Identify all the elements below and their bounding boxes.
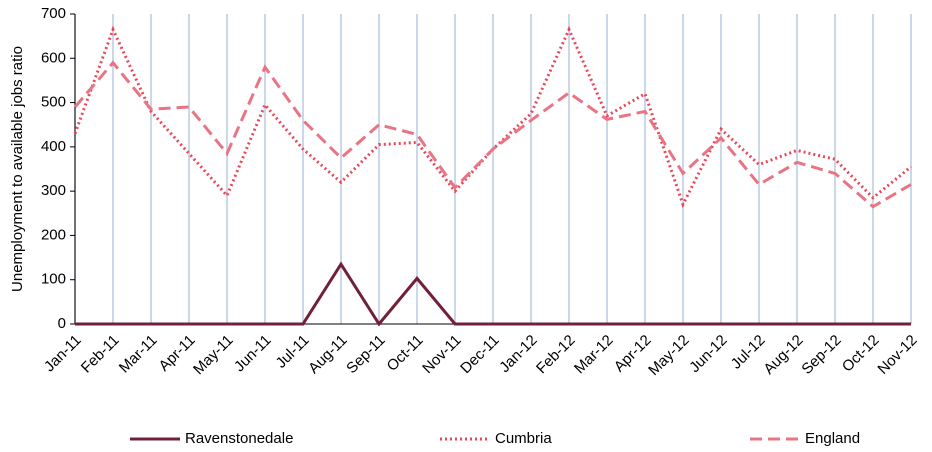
- x-tick-label: Feb-11: [78, 332, 123, 377]
- x-tick-label: Dec-11: [457, 332, 502, 377]
- x-tick-label: Oct-12: [839, 332, 883, 376]
- series-line: [75, 261, 911, 327]
- y-tick-label: 100: [41, 271, 66, 288]
- x-tick-label: May-12: [645, 332, 692, 379]
- x-tick-label: Nov-11: [419, 332, 464, 377]
- legend-label: England: [805, 430, 860, 447]
- y-axis-title: Unemployment to available jobs ratio: [9, 46, 26, 292]
- x-tick-label: Mar-11: [116, 332, 161, 377]
- y-tick-label: 200: [41, 226, 66, 243]
- x-tick-label: Jun-11: [231, 332, 275, 376]
- x-tick-label: Mar-12: [571, 332, 617, 378]
- x-tick-label: May-11: [190, 332, 237, 379]
- x-tick-label: Feb-12: [533, 332, 579, 378]
- y-tick-label: 500: [41, 94, 66, 111]
- y-tick-label: 300: [41, 182, 66, 199]
- x-tick-label: Sep-12: [798, 332, 844, 378]
- x-tick-label: Aug-12: [760, 332, 806, 378]
- y-tick-label: 600: [41, 49, 66, 66]
- x-tick-label: Aug-11: [305, 332, 350, 377]
- legend-label: Ravenstonedale: [185, 430, 293, 447]
- x-tick-label: Jan-12: [496, 332, 540, 376]
- x-tick-label: Sep-11: [343, 332, 388, 377]
- y-tick-label: 400: [41, 138, 66, 155]
- x-tick-label: Jan-11: [41, 332, 85, 376]
- y-tick-label: 700: [41, 5, 66, 22]
- legend-label: Cumbria: [495, 430, 552, 447]
- y-tick-label: 0: [58, 315, 66, 332]
- series-line: [73, 60, 912, 209]
- x-tick-label: Nov-12: [874, 332, 920, 378]
- x-tick-label: Jun-12: [686, 332, 730, 376]
- x-tick-label: Oct-11: [384, 332, 427, 375]
